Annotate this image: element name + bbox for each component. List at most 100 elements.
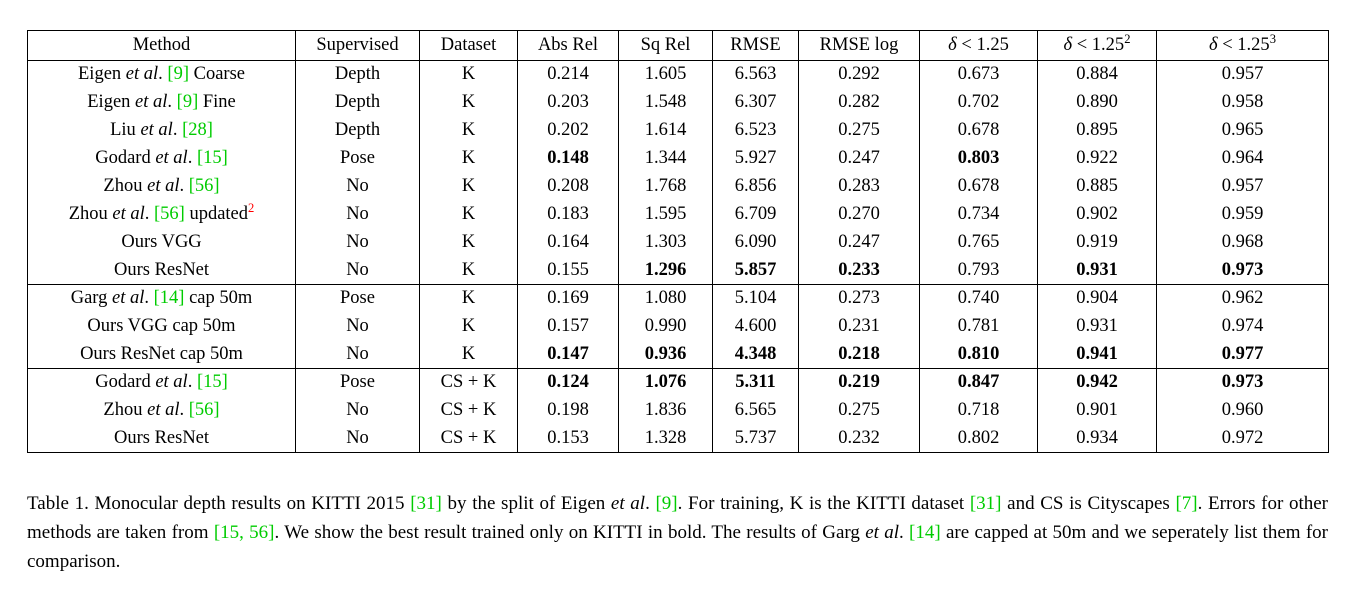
- table-row: Godard et al. [15] Pose CS + K 0.124 1.076 5.…: [27, 368, 1329, 397]
- metric-cell: 0.968: [1156, 228, 1329, 257]
- method-cell: Eigen et al. [9] Fine: [27, 88, 296, 117]
- metric-cell: 0.198: [517, 396, 619, 425]
- text-segment: et al: [610, 493, 646, 514]
- dataset-cell: K: [419, 312, 518, 341]
- method-cell: Ours ResNet: [27, 424, 296, 453]
- metric-cell: 0.964: [1156, 144, 1329, 173]
- metric-cell: 5.104: [712, 284, 799, 313]
- metric-cell: 0.148: [517, 144, 619, 173]
- citation-link[interactable]: [31]: [410, 493, 442, 514]
- header-row: Method Supervised Dataset Abs Rel Sq Rel RMSE…: [27, 30, 1329, 61]
- text-segment: Ours ResNet cap 50m: [80, 343, 243, 364]
- metric-cell: 0.902: [1037, 200, 1157, 229]
- metric-cell: 1.296: [618, 256, 713, 285]
- dataset-cell: CS + K: [419, 424, 518, 453]
- text-segment: < 1.25: [956, 35, 1009, 55]
- supervised-cell: Pose: [295, 144, 420, 173]
- text-segment: Coarse: [188, 64, 245, 85]
- text-segment: δ: [1209, 35, 1218, 55]
- metric-cell: 0.147: [517, 340, 619, 369]
- metric-cell: 0.169: [517, 284, 619, 313]
- metric-cell: 0.233: [798, 256, 920, 285]
- text-segment: Godard: [95, 148, 156, 168]
- metric-cell: 0.678: [919, 116, 1038, 145]
- metric-cell: 0.781: [919, 312, 1038, 341]
- citation-link[interactable]: [56]: [188, 400, 220, 420]
- metric-cell: 0.973: [1156, 256, 1329, 285]
- metric-cell: 0.673: [919, 60, 1038, 89]
- metric-cell: 0.931: [1037, 312, 1157, 341]
- citation-link[interactable]: [9]: [167, 64, 189, 85]
- metric-cell: 0.885: [1037, 172, 1157, 201]
- text-segment: et al: [112, 288, 145, 309]
- text-segment: Method: [132, 35, 191, 55]
- text-segment: RMSE: [730, 35, 781, 55]
- citation-link[interactable]: [14]: [153, 288, 185, 309]
- supervised-cell: No: [295, 228, 420, 257]
- paper-page: Method Supervised Dataset Abs Rel Sq Rel RMSE…: [27, 30, 1329, 576]
- text-segment: 3: [1269, 31, 1276, 46]
- metric-cell: 1.836: [618, 396, 713, 425]
- dataset-cell: K: [419, 200, 518, 229]
- metric-cell: 0.990: [618, 312, 713, 341]
- dataset-cell: K: [419, 144, 518, 173]
- text-segment: are capped at 50m and we seperately list…: [27, 522, 1329, 572]
- metric-cell: 0.904: [1037, 284, 1157, 313]
- table-row: Ours VGG No K 0.164 1.303 6.090 0.247 0.765 0.91…: [27, 228, 1329, 257]
- table-row: Ours ResNet No CS + K 0.153 1.328 5.737 0.232 0…: [27, 424, 1329, 453]
- metric-cell: 0.957: [1156, 172, 1329, 201]
- metric-cell: 0.219: [798, 368, 920, 397]
- text-segment: Ours ResNet: [113, 259, 210, 280]
- column-header: Method: [27, 30, 296, 61]
- metric-cell: 0.740: [919, 284, 1038, 313]
- supervised-cell: No: [295, 424, 420, 453]
- table-row: Zhou et al. [56] No CS + K 0.198 1.836 6.565 0…: [27, 396, 1329, 425]
- column-header: Supervised: [295, 30, 420, 61]
- column-header: Sq Rel: [618, 30, 713, 61]
- metric-cell: 0.847: [919, 368, 1038, 397]
- text-segment: Fine: [198, 92, 236, 112]
- citation-link[interactable]: [7]: [1175, 493, 1198, 514]
- metric-cell: 0.934: [1037, 424, 1157, 453]
- method-cell: Ours ResNet: [27, 256, 296, 285]
- citation-link[interactable]: [9]: [655, 493, 678, 514]
- citation-link[interactable]: [15]: [196, 372, 228, 393]
- metric-cell: 0.957: [1156, 60, 1329, 89]
- metric-cell: 0.802: [919, 424, 1038, 453]
- citation-link[interactable]: [15]: [196, 148, 228, 168]
- metric-cell: 0.942: [1037, 368, 1157, 397]
- footnote-superscript: 2: [248, 200, 255, 215]
- metric-cell: 0.803: [919, 144, 1038, 173]
- text-segment: Ours VGG: [121, 232, 202, 252]
- table-row: Zhou et al. [56] No K 0.208 1.768 6.856 0.283 0…: [27, 172, 1329, 201]
- metric-cell: 0.231: [798, 312, 920, 341]
- supervised-cell: No: [295, 312, 420, 341]
- metric-cell: 0.202: [517, 116, 619, 145]
- text-segment: RMSE log: [819, 35, 899, 55]
- citation-link[interactable]: [9]: [176, 92, 199, 112]
- supervised-cell: Depth: [295, 88, 420, 117]
- metric-cell: 0.959: [1156, 200, 1329, 229]
- citation-link[interactable]: [56]: [154, 204, 185, 224]
- citation-link[interactable]: [15, 56]: [213, 522, 275, 543]
- metric-cell: 0.153: [517, 424, 619, 453]
- citation-link[interactable]: [14]: [909, 522, 941, 543]
- metric-cell: 6.565: [712, 396, 799, 425]
- table-caption: Table 1. Monocular depth results on KITT…: [27, 489, 1328, 576]
- text-segment: .: [645, 493, 656, 514]
- metric-cell: 4.600: [712, 312, 799, 341]
- column-header: Abs Rel: [517, 30, 619, 61]
- citation-link[interactable]: [31]: [969, 493, 1002, 514]
- dataset-cell: K: [419, 228, 518, 257]
- metric-cell: 0.901: [1037, 396, 1157, 425]
- metric-cell: 0.203: [517, 88, 619, 117]
- citation-link[interactable]: [56]: [188, 176, 220, 196]
- metric-cell: 0.702: [919, 88, 1038, 117]
- metric-cell: 1.768: [618, 172, 713, 201]
- dataset-cell: K: [419, 340, 518, 369]
- metric-cell: 0.232: [798, 424, 920, 453]
- citation-link[interactable]: [28]: [182, 120, 213, 140]
- method-cell: Ours ResNet cap 50m: [27, 340, 296, 369]
- text-segment: et al: [112, 204, 145, 224]
- dataset-cell: K: [419, 60, 518, 89]
